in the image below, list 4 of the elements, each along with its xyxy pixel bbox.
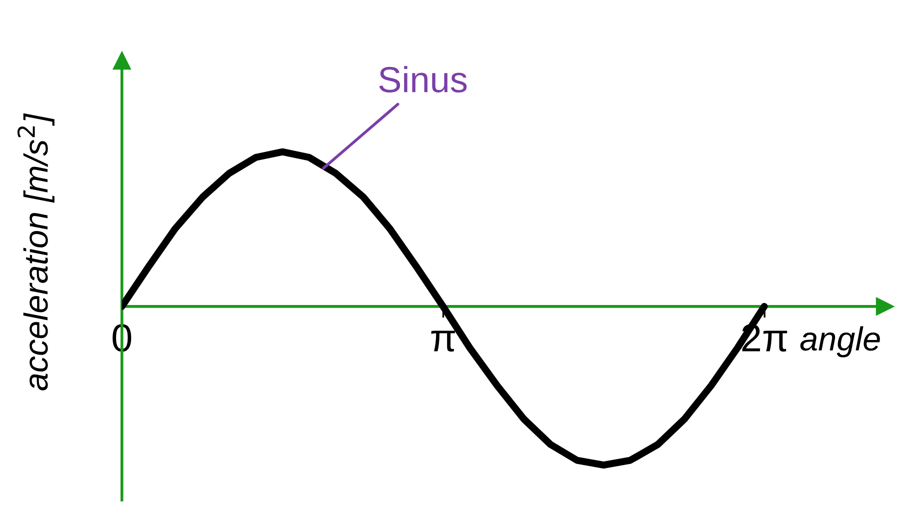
x-tick-label: π [431, 330, 455, 352]
y-axis-title: acceleration [m/s$^{2}$] [17, 113, 54, 390]
x-axis-title: angle [800, 326, 880, 358]
annotation: Sinus [379, 66, 467, 92]
